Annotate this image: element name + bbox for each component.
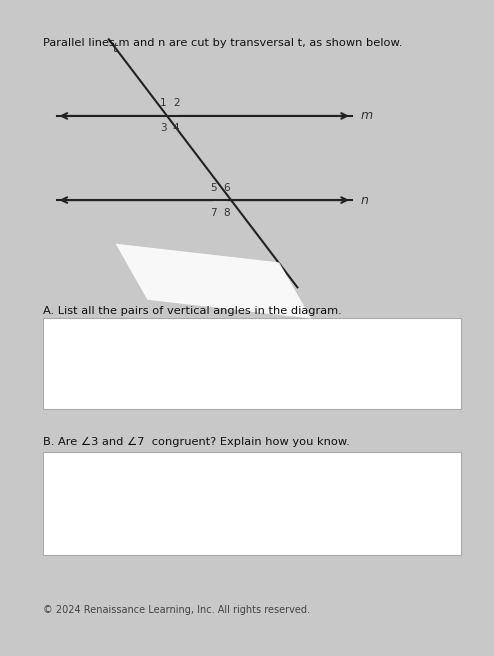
Text: 3: 3 (160, 123, 166, 133)
FancyBboxPatch shape (43, 318, 461, 409)
Text: 8: 8 (223, 207, 230, 218)
Text: m: m (361, 110, 373, 123)
Text: 2: 2 (173, 98, 179, 108)
Polygon shape (116, 243, 311, 318)
Text: 1: 1 (160, 98, 166, 108)
Text: Parallel lines m and n are cut by transversal t, as shown below.: Parallel lines m and n are cut by transv… (43, 38, 402, 48)
Text: n: n (361, 194, 369, 207)
Text: 4: 4 (173, 123, 179, 133)
Text: t: t (113, 43, 117, 55)
FancyBboxPatch shape (43, 453, 461, 555)
Text: A. List all the pairs of vertical angles in the diagram.: A. List all the pairs of vertical angles… (43, 306, 342, 316)
Text: 6: 6 (223, 182, 230, 193)
Text: B. Are ∠3 and ∠7  congruent? Explain how you know.: B. Are ∠3 and ∠7 congruent? Explain how … (43, 437, 350, 447)
Text: © 2024 Renaissance Learning, Inc. All rights reserved.: © 2024 Renaissance Learning, Inc. All ri… (43, 605, 310, 615)
Text: 5: 5 (210, 182, 216, 193)
Text: 7: 7 (210, 207, 216, 218)
